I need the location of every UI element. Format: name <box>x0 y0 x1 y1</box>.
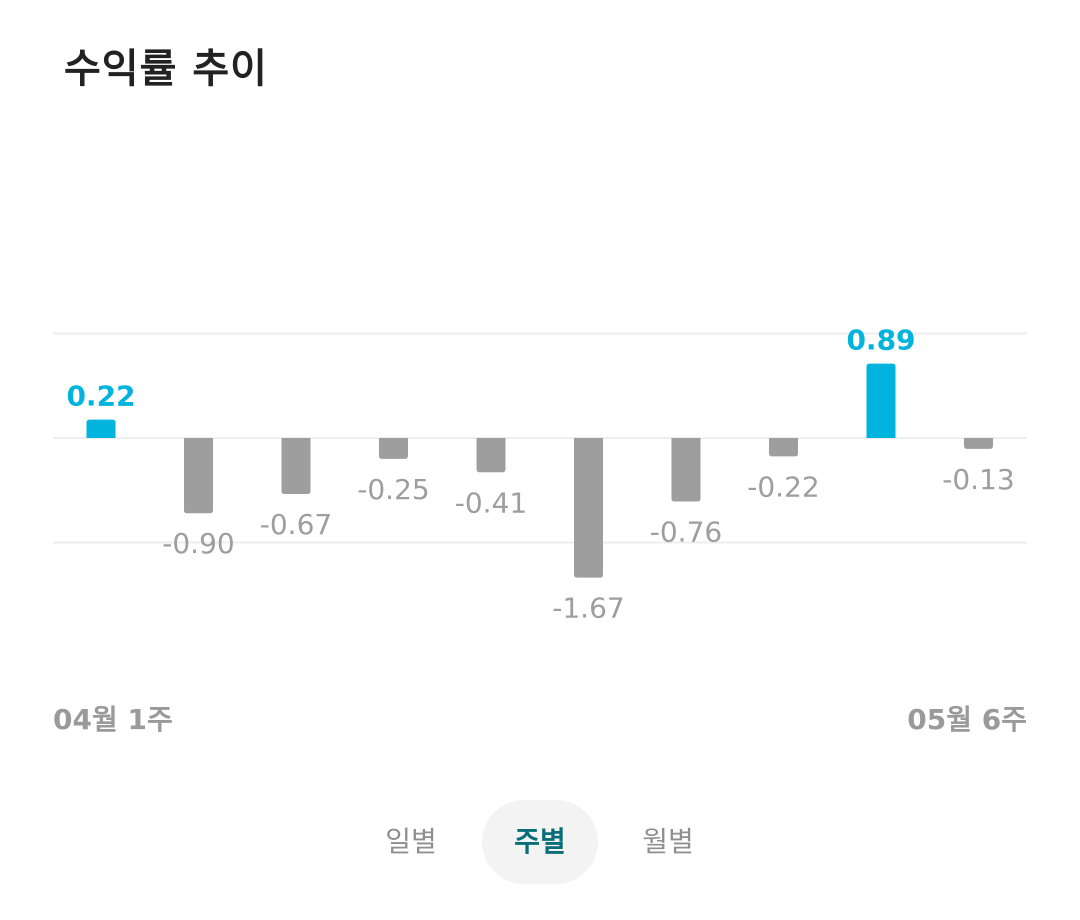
data-label: 0.22 <box>66 380 135 413</box>
data-label: -0.41 <box>455 486 527 519</box>
bar <box>476 438 506 473</box>
bar <box>281 438 311 495</box>
data-label: -0.76 <box>650 516 722 549</box>
bar <box>574 438 603 578</box>
bar <box>86 419 116 438</box>
period-tabs: 일별 주별 월별 <box>0 800 1080 884</box>
data-label: 0.89 <box>846 324 915 357</box>
bar <box>184 438 213 514</box>
chart-title: 수익률 추이 <box>64 46 268 92</box>
data-label: -0.22 <box>747 470 819 503</box>
data-label: -1.67 <box>552 592 624 625</box>
bar <box>866 363 896 438</box>
tab-monthly[interactable]: 월별 <box>642 825 694 858</box>
data-label: -0.90 <box>162 527 234 560</box>
data-label: -0.13 <box>942 463 1014 496</box>
bar <box>769 438 798 457</box>
bar <box>671 438 701 502</box>
tab-weekly[interactable]: 주별 <box>482 800 598 884</box>
bar-chart: 0.22 -0.90 -0.67 -0.25 -0.41 -1.67 -0.76 -0.22 0… <box>53 324 1027 625</box>
x-range-end-label: 05월 6주 <box>907 703 1027 736</box>
data-label: -0.67 <box>260 508 332 541</box>
bar <box>964 438 993 449</box>
tab-daily[interactable]: 일별 <box>385 825 437 858</box>
bar <box>379 438 408 459</box>
data-label: -0.25 <box>357 473 429 506</box>
x-range-start-label: 04월 1주 <box>53 703 173 736</box>
